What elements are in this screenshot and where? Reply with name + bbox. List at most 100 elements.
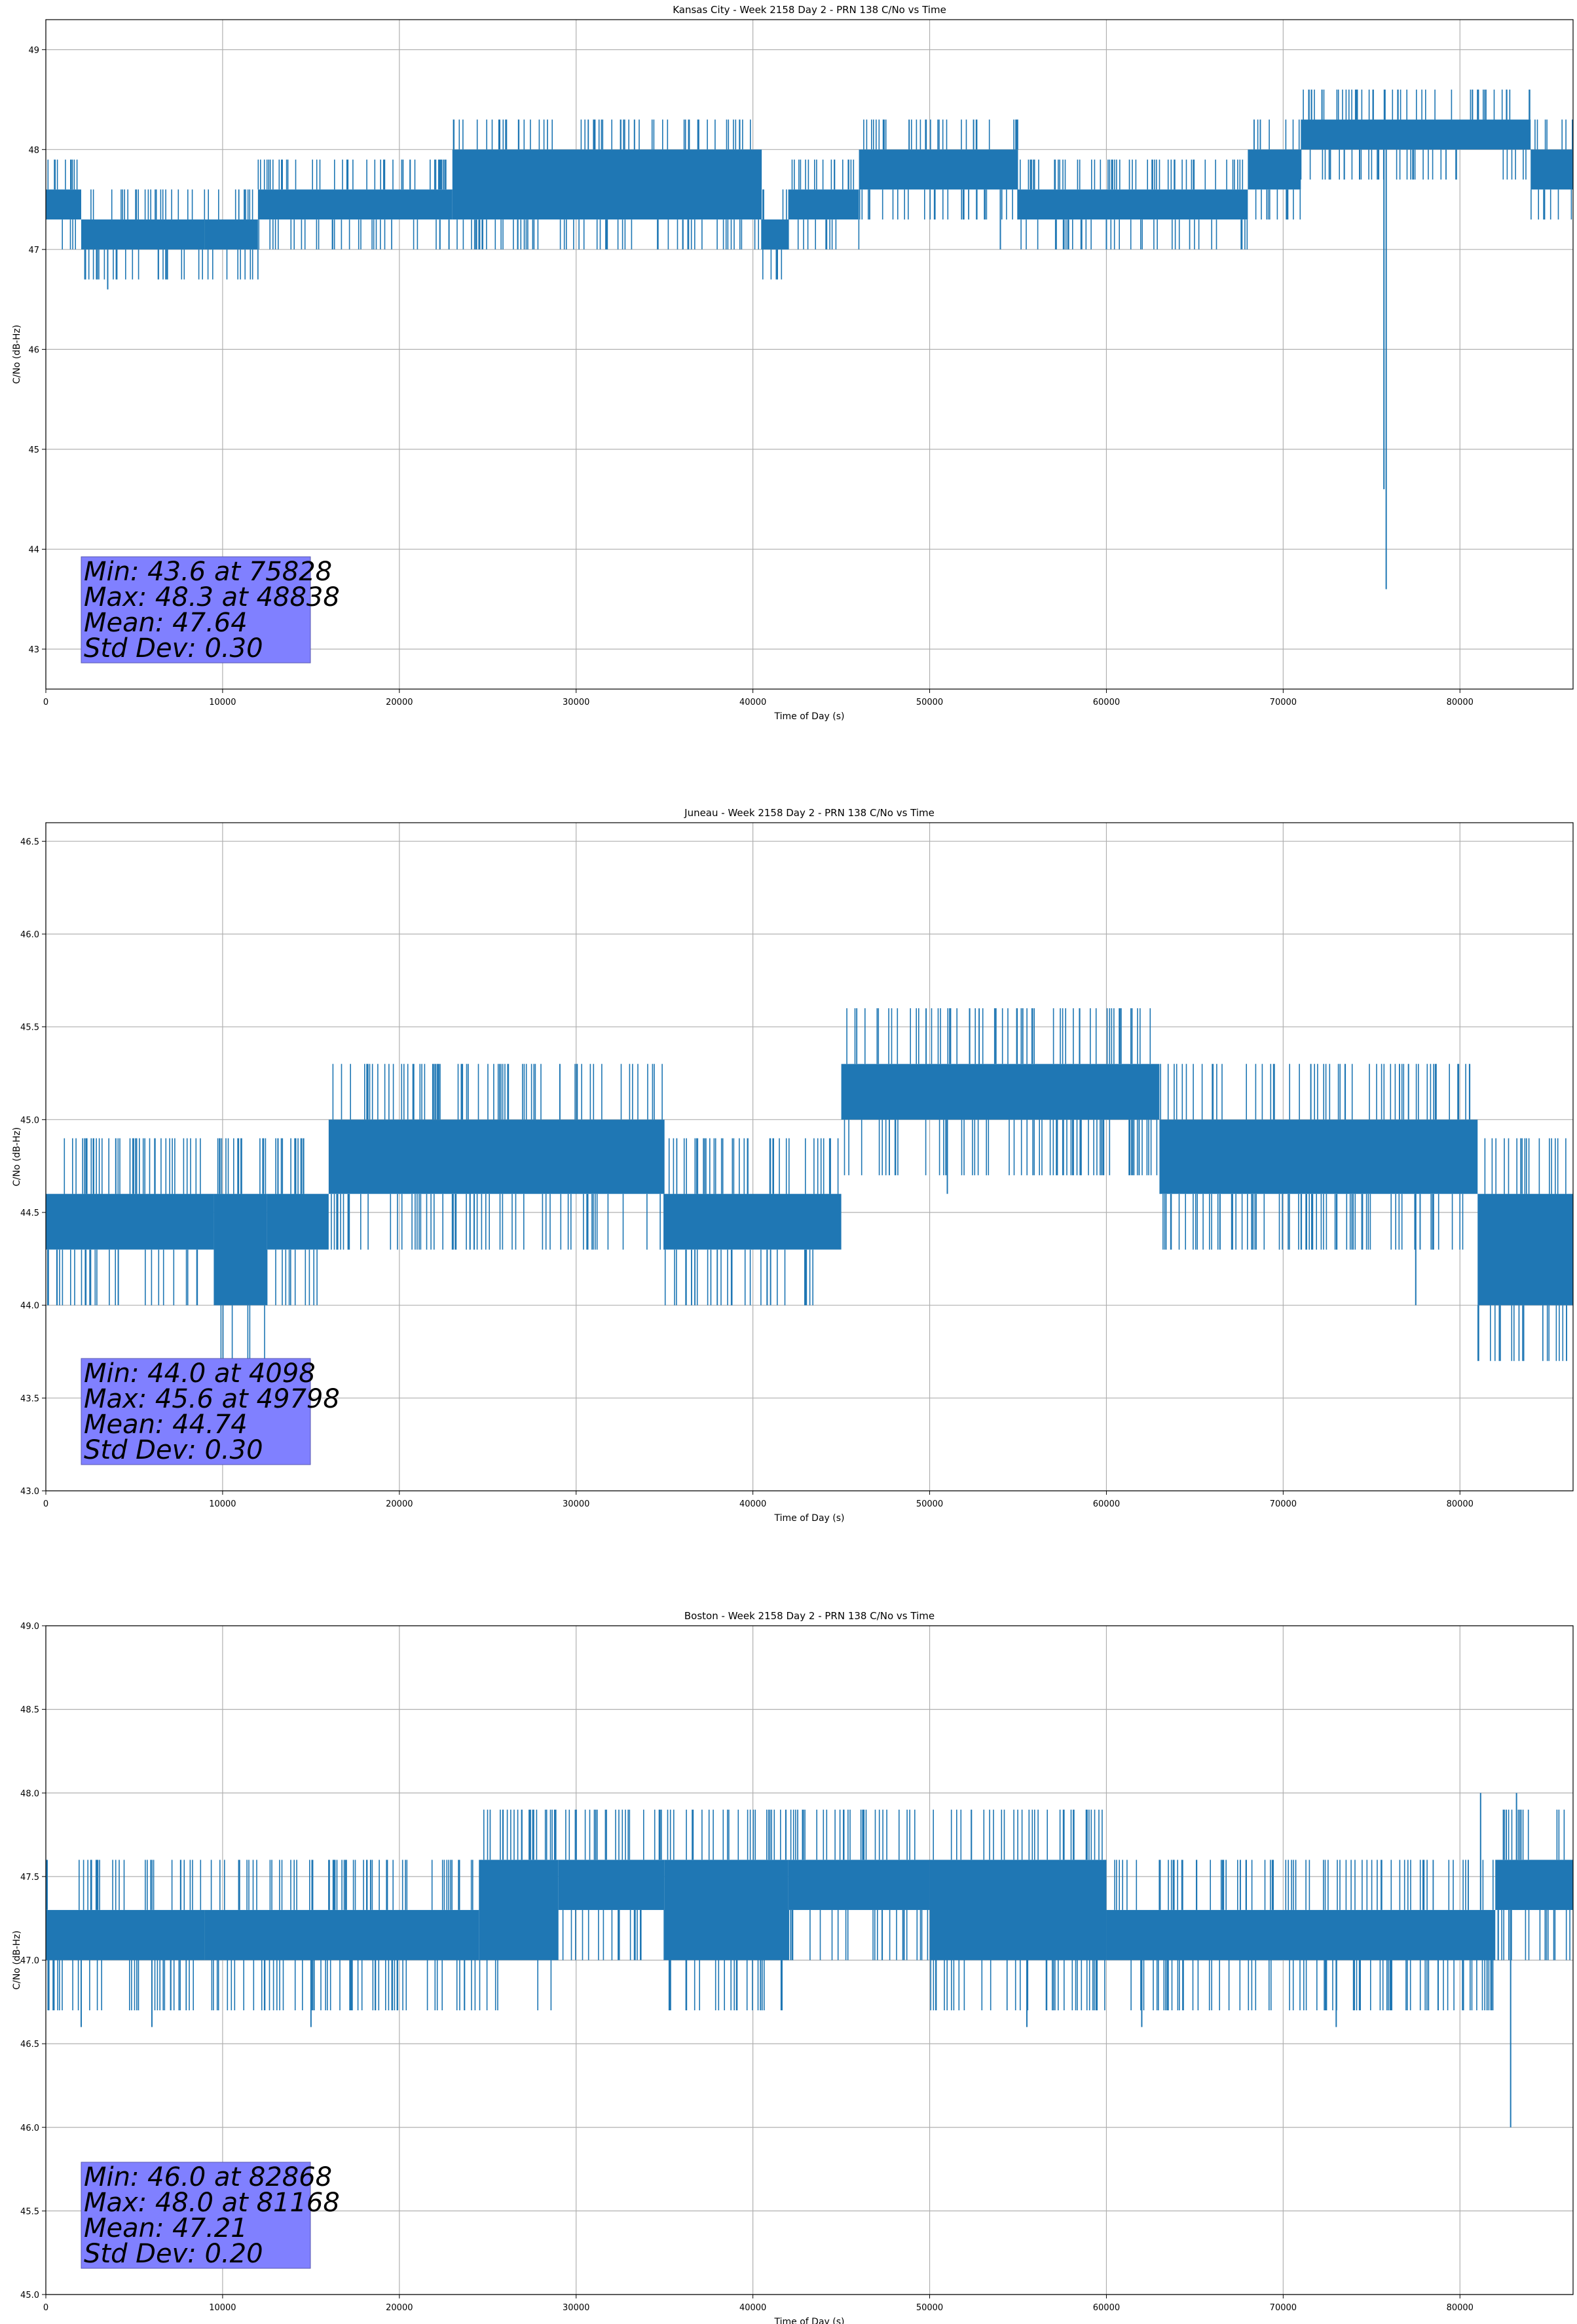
x-tick-label: 80000 xyxy=(1447,698,1474,707)
y-tick-label: 48.0 xyxy=(20,1789,39,1799)
x-tick-label: 70000 xyxy=(1270,698,1297,707)
plot-frame xyxy=(45,822,1574,1491)
y-tick-label: 46.5 xyxy=(20,2040,39,2050)
chart-title: Kansas City - Week 2158 Day 2 - PRN 138 … xyxy=(673,4,946,16)
series-band xyxy=(1018,189,1248,220)
series-spikes xyxy=(859,119,1018,220)
y-tick-label: 46.0 xyxy=(20,2124,39,2133)
series-band xyxy=(859,149,1018,190)
series-spikes xyxy=(1253,119,1301,220)
series-line xyxy=(45,1793,1573,2127)
chart-panel-1: 0 10000 20000 30000 40000 50000 60000 70000 8000… xyxy=(12,4,1574,722)
y-tick-label: 46.0 xyxy=(20,930,39,940)
stats-box-background xyxy=(81,2162,311,2269)
series-band xyxy=(788,1860,930,1910)
y-tick-label: 47.0 xyxy=(20,1957,39,1966)
series-spikes xyxy=(207,189,259,280)
y-axis-label: C/No (dB-Hz) xyxy=(12,1127,22,1186)
chart-title: Juneau - Week 2158 Day 2 - PRN 138 C/No … xyxy=(684,807,935,819)
series-spikes xyxy=(1020,159,1248,250)
series-spikes xyxy=(1300,89,1531,180)
series-band xyxy=(204,219,258,250)
stats-line: Max: 48.3 at 48838 xyxy=(84,582,340,612)
series-spikes xyxy=(47,159,78,250)
series-band xyxy=(1477,1193,1573,1305)
series-band xyxy=(479,1860,559,1960)
x-tick-label: 20000 xyxy=(386,698,413,707)
series-spikes xyxy=(84,189,206,280)
x-tick-label: 60000 xyxy=(1093,2303,1120,2313)
x-tick-label: 40000 xyxy=(739,698,766,707)
y-tick-label: 45.0 xyxy=(20,1115,39,1125)
series-band xyxy=(204,1909,479,1960)
x-tick-label: 60000 xyxy=(1093,1499,1120,1509)
x-tick-label: 20000 xyxy=(386,2303,413,2313)
stats-line: Mean: 47.64 xyxy=(84,608,248,638)
series-band xyxy=(267,1193,329,1250)
x-tick-label: 80000 xyxy=(1447,2303,1474,2313)
y-tick-label: 45 xyxy=(28,445,39,455)
y-tick-label: 44 xyxy=(28,545,39,555)
stats-line: Min: 43.6 at 75828 xyxy=(84,557,332,587)
series-band xyxy=(257,189,453,220)
series-spikes xyxy=(45,1860,202,2011)
y-tick-label: 48 xyxy=(28,145,39,155)
series-spikes xyxy=(210,1860,476,2011)
series-band xyxy=(841,1064,1160,1120)
series-band xyxy=(1495,1860,1573,1910)
x-tick-label: 10000 xyxy=(209,2303,236,2313)
x-tick-label: 50000 xyxy=(916,698,943,707)
series-line xyxy=(46,1008,1573,1361)
y-tick-label: 45.5 xyxy=(20,1023,39,1033)
series-band xyxy=(929,1860,1107,1960)
x-tick-label: 50000 xyxy=(916,2303,943,2313)
series-band xyxy=(46,1909,205,1960)
series-band xyxy=(213,1193,267,1305)
series-spikes xyxy=(1531,119,1573,220)
series-spikes xyxy=(331,1064,665,1250)
x-tick-label: 40000 xyxy=(739,2303,766,2313)
series-band xyxy=(81,219,205,250)
series-spikes xyxy=(667,1809,787,2011)
x-tick-label: 80000 xyxy=(1447,1499,1474,1509)
y-tick-label: 48.5 xyxy=(20,1706,39,1715)
series-band xyxy=(46,189,81,220)
series-line xyxy=(46,89,1573,590)
y-tick-label: 47.5 xyxy=(20,1873,39,1883)
stats-line: Mean: 47.21 xyxy=(84,2213,248,2243)
series-spikes xyxy=(453,119,762,250)
x-tick-label: 0 xyxy=(43,1499,48,1509)
series-spikes xyxy=(266,1138,318,1305)
series-band xyxy=(664,1860,788,1960)
stats-line: Mean: 44.74 xyxy=(84,1410,248,1440)
series-spikes xyxy=(788,159,860,250)
stats-line: Std Dev: 0.30 xyxy=(84,633,263,664)
series-band xyxy=(762,219,788,250)
series-band xyxy=(46,1193,214,1250)
stats-line: Std Dev: 0.30 xyxy=(84,1435,263,1465)
x-axis-label: Time of Day (s) xyxy=(774,1513,845,1524)
series-band xyxy=(1159,1119,1478,1194)
stats-box-background xyxy=(81,556,311,664)
stats-box-background xyxy=(81,1358,311,1465)
x-tick-label: 70000 xyxy=(1270,2303,1297,2313)
series-band xyxy=(1531,149,1573,190)
y-tick-label: 44.5 xyxy=(20,1209,39,1218)
x-tick-label: 40000 xyxy=(739,1499,766,1509)
chart-title: Boston - Week 2158 Day 2 - PRN 138 C/No … xyxy=(684,1610,935,1622)
x-tick-label: 30000 xyxy=(563,698,589,707)
stats-line: Max: 48.0 at 81168 xyxy=(84,2188,340,2218)
series-spikes xyxy=(788,1809,929,1960)
y-tick-label: 44.0 xyxy=(20,1302,39,1311)
y-tick-label: 43 xyxy=(28,645,39,655)
series-spikes xyxy=(46,1138,201,1305)
series-band xyxy=(788,189,859,220)
stats-line: Min: 44.0 at 4098 xyxy=(84,1359,316,1389)
x-tick-label: 0 xyxy=(43,2303,48,2313)
y-tick-label: 43.5 xyxy=(20,1394,39,1404)
series-band xyxy=(1301,119,1531,150)
